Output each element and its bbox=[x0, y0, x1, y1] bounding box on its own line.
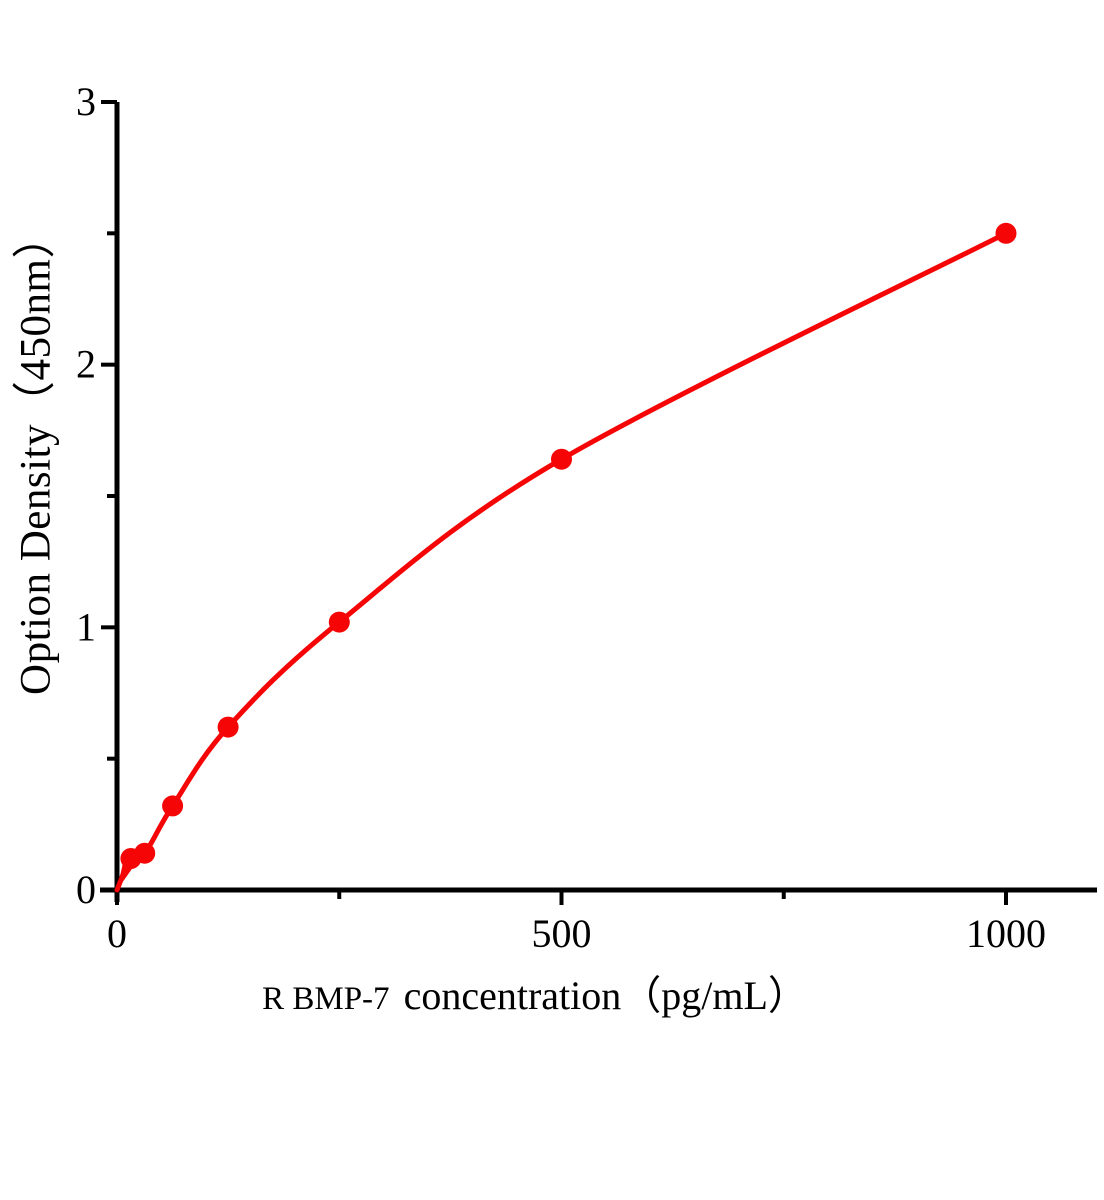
x-tick-label: 1000 bbox=[966, 911, 1046, 956]
data-point-marker bbox=[162, 795, 184, 817]
data-point-marker bbox=[328, 611, 350, 633]
data-point-marker bbox=[995, 222, 1017, 244]
x-axis-title-analyte: R BMP-7 bbox=[262, 981, 390, 1017]
y-tick-label: 3 bbox=[76, 79, 96, 124]
y-axis-title: Option Density（450nm） bbox=[12, 215, 60, 695]
curve-path bbox=[114, 230, 1009, 893]
y-tick-label: 2 bbox=[76, 342, 96, 387]
x-axis-title: R BMP-7 concentration（pg/mL） bbox=[262, 976, 808, 1016]
data-point-marker bbox=[551, 448, 572, 470]
x-axis-title-unit: concentration（pg/mL） bbox=[403, 973, 808, 1018]
axes: 0 500 1000 0 1 2 3 bbox=[76, 79, 1097, 956]
y-tick-label: 0 bbox=[76, 867, 96, 912]
x-tick-label: 0 bbox=[107, 911, 127, 956]
x-tick-label: 500 bbox=[532, 911, 592, 956]
data-point-marker bbox=[134, 842, 156, 864]
standard-curve bbox=[114, 222, 1017, 893]
data-point-marker bbox=[217, 716, 239, 738]
y-tick-label: 1 bbox=[76, 604, 96, 649]
